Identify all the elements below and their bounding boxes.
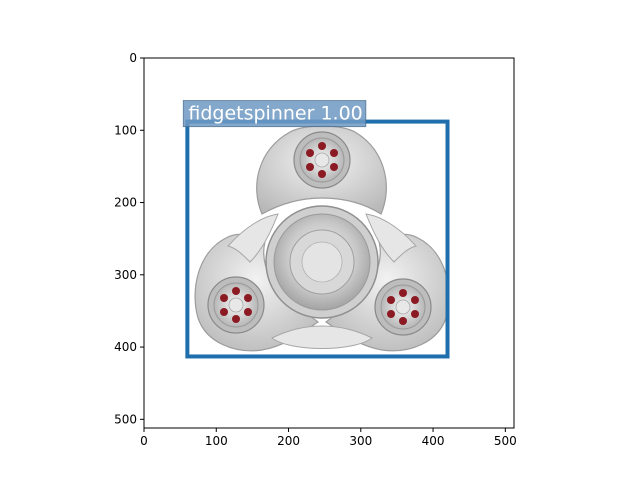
x-tick-label: 400 xyxy=(422,434,445,448)
x-tick-label: 100 xyxy=(205,434,228,448)
y-tick-label: 500 xyxy=(114,412,137,426)
x-tick-label: 0 xyxy=(140,434,148,448)
x-axis: 0 100 200 300 400 500 xyxy=(140,428,517,448)
x-tick-label: 200 xyxy=(277,434,300,448)
bearing-left xyxy=(207,276,265,334)
x-tick-label: 300 xyxy=(349,434,372,448)
fidget-spinner-photo xyxy=(194,125,450,352)
y-tick-label: 300 xyxy=(114,268,137,282)
spinner-fin-top-right xyxy=(365,213,417,263)
spinner-fin-bottom xyxy=(271,325,373,349)
y-tick-label: 100 xyxy=(114,123,137,137)
spinner-hub xyxy=(265,205,379,319)
bearing-top xyxy=(293,131,351,189)
detection-label-background xyxy=(182,100,367,128)
y-tick-label: 400 xyxy=(114,340,137,354)
x-tick-label: 500 xyxy=(494,434,517,448)
detection-label: fidgetspinner 1.00 xyxy=(188,103,362,125)
spinner-fin-top-left xyxy=(227,213,279,263)
y-tick-label: 0 xyxy=(129,51,137,65)
y-tick-label: 200 xyxy=(114,196,137,210)
y-axis: 0 100 200 300 400 500 xyxy=(114,51,144,426)
bearing-right xyxy=(374,278,432,336)
